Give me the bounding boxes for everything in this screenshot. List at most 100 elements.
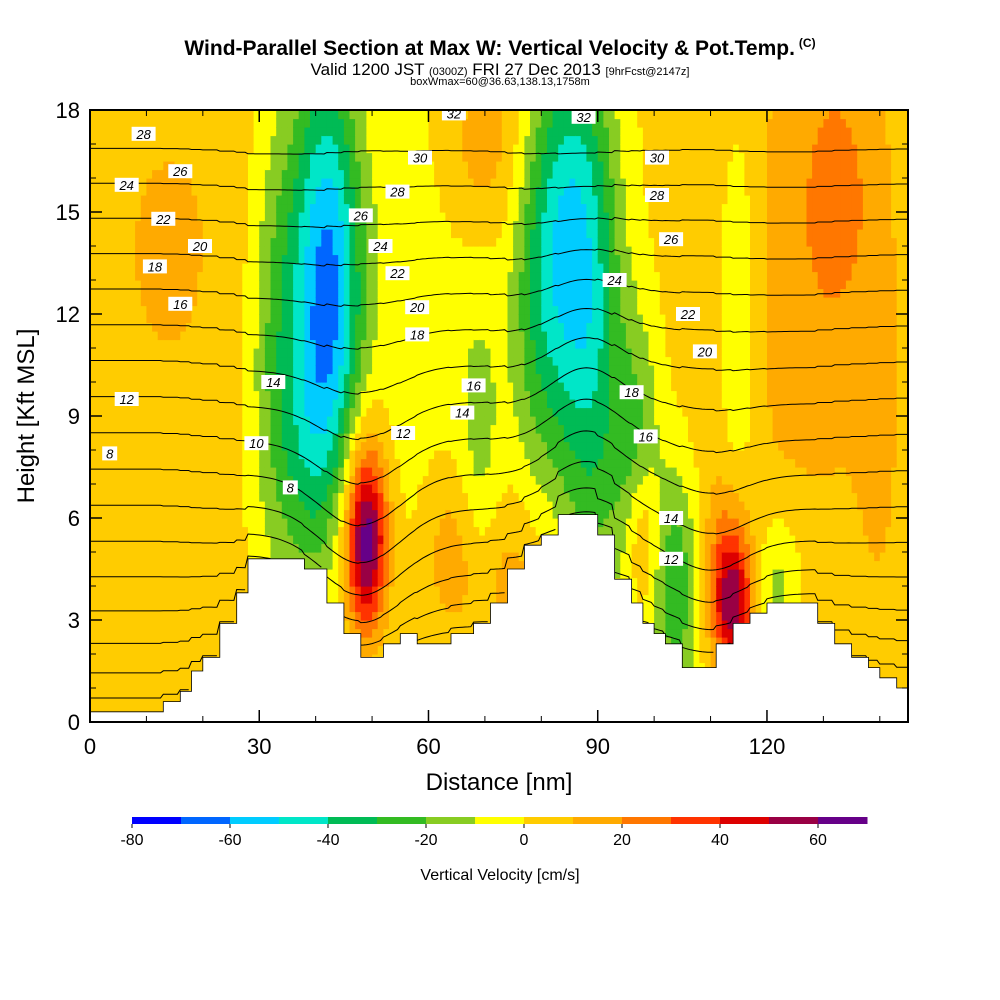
velocity-cell — [298, 229, 305, 239]
velocity-cell — [428, 220, 435, 230]
velocity-cell — [281, 288, 288, 298]
velocity-cell — [225, 348, 232, 358]
velocity-cell — [355, 254, 362, 264]
velocity-cell — [372, 220, 379, 230]
velocity-cell — [428, 203, 435, 213]
velocity-cell — [264, 297, 272, 307]
velocity-cell — [405, 169, 413, 179]
velocity-cell — [405, 212, 413, 222]
velocity-cell — [473, 424, 480, 434]
velocity-cell — [473, 339, 480, 349]
velocity-cell — [185, 212, 193, 222]
velocity-cell — [456, 433, 463, 443]
velocity-cell — [468, 348, 475, 358]
velocity-cell — [321, 390, 328, 400]
velocity-cell — [270, 492, 277, 502]
velocity-cell — [106, 679, 114, 689]
velocity-cell — [101, 110, 108, 120]
velocity-cell — [135, 654, 142, 664]
velocity-cell — [140, 705, 147, 715]
velocity-cell — [462, 135, 469, 145]
velocity-cell — [377, 390, 384, 400]
velocity-cell — [417, 450, 424, 460]
velocity-cell — [372, 509, 379, 519]
velocity-cell — [225, 271, 232, 281]
velocity-cell — [389, 484, 396, 494]
velocity-cell — [123, 229, 130, 239]
velocity-cell — [259, 220, 266, 230]
velocity-cell — [185, 543, 193, 553]
velocity-cell — [422, 535, 429, 545]
velocity-cell — [106, 169, 114, 179]
velocity-cell — [405, 399, 413, 409]
velocity-cell — [123, 280, 130, 290]
velocity-cell — [112, 662, 119, 672]
velocity-cell — [118, 161, 125, 171]
velocity-cell — [157, 416, 164, 426]
velocity-cell — [135, 628, 142, 638]
velocity-cell — [462, 441, 469, 451]
velocity-cell — [202, 416, 209, 426]
velocity-cell — [366, 441, 373, 451]
velocity-cell — [146, 654, 153, 664]
velocity-cell — [95, 654, 102, 664]
velocity-cell — [90, 203, 97, 213]
velocity-cell — [321, 246, 328, 256]
velocity-cell — [264, 220, 272, 230]
velocity-cell — [434, 535, 441, 545]
velocity-cell — [157, 696, 164, 706]
velocity-cell — [140, 373, 147, 383]
velocity-cell — [270, 135, 277, 145]
velocity-cell — [202, 535, 209, 545]
velocity-cell — [123, 586, 130, 596]
velocity-cell — [298, 280, 305, 290]
velocity-cell — [163, 424, 170, 434]
velocity-cell — [236, 586, 243, 596]
velocity-cell — [191, 169, 198, 179]
velocity-cell — [202, 280, 209, 290]
velocity-cell — [180, 552, 187, 562]
velocity-cell — [343, 144, 351, 154]
velocity-cell — [270, 220, 277, 230]
velocity-cell — [326, 560, 334, 570]
velocity-cell — [298, 186, 305, 196]
velocity-cell — [355, 365, 362, 375]
velocity-cell — [315, 271, 322, 281]
velocity-cell — [123, 314, 130, 324]
velocity-cell — [248, 203, 255, 213]
velocity-cell — [242, 501, 249, 511]
velocity-cell — [152, 637, 159, 647]
velocity-cell — [439, 637, 446, 647]
velocity-cell — [90, 441, 97, 451]
velocity-cell — [219, 288, 226, 298]
velocity-cell — [135, 552, 142, 562]
velocity-cell — [208, 288, 215, 298]
velocity-cell — [157, 110, 164, 120]
velocity-cell — [473, 475, 480, 485]
velocity-cell — [389, 288, 396, 298]
velocity-cell — [95, 237, 102, 247]
velocity-cell — [248, 169, 255, 179]
velocity-cell — [394, 611, 401, 621]
velocity-cell — [135, 620, 142, 630]
velocity-cell — [439, 186, 446, 196]
velocity-cell — [140, 416, 147, 426]
velocity-cell — [106, 314, 114, 324]
velocity-cell — [270, 203, 277, 213]
velocity-cell — [394, 356, 401, 366]
velocity-cell — [219, 450, 226, 460]
velocity-cell — [231, 484, 238, 494]
velocity-cell — [422, 118, 429, 128]
velocity-cell — [236, 569, 243, 579]
velocity-cell — [439, 220, 446, 230]
velocity-cell — [405, 110, 413, 120]
velocity-cell — [157, 475, 164, 485]
velocity-cell — [332, 237, 339, 247]
velocity-cell — [95, 220, 102, 230]
velocity-cell — [174, 458, 181, 468]
velocity-cell — [146, 484, 153, 494]
velocity-cell — [101, 696, 108, 706]
velocity-cell — [135, 518, 142, 528]
velocity-cell — [146, 322, 153, 332]
velocity-cell — [315, 288, 322, 298]
